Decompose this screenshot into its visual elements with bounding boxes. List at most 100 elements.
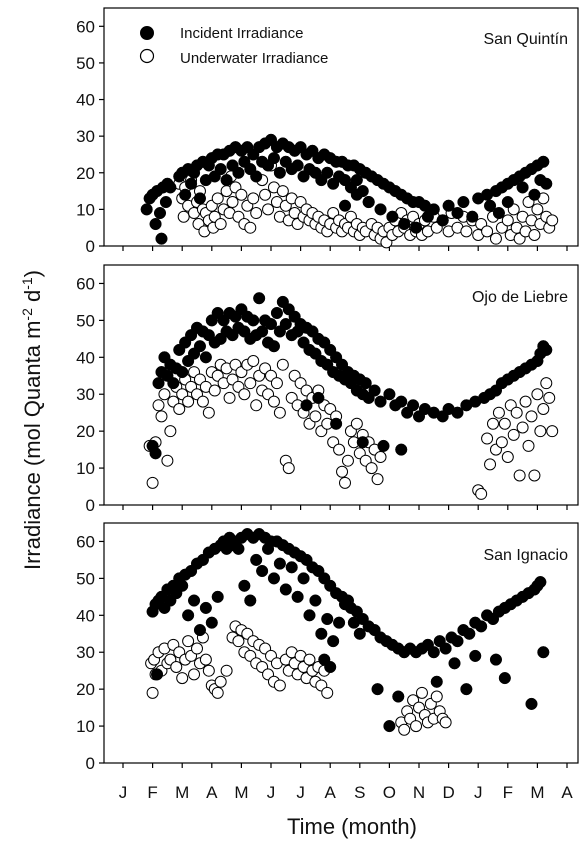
incident-point: [256, 325, 269, 338]
underwater-point: [182, 635, 195, 648]
incident-point: [371, 683, 384, 696]
incident-point: [285, 561, 298, 574]
incident-point: [528, 188, 541, 201]
incident-point: [199, 601, 212, 614]
underwater-point: [430, 690, 443, 703]
incident-point: [430, 675, 443, 688]
incident-point: [167, 377, 180, 390]
incident-point: [451, 406, 464, 419]
y-tick-label: 0: [86, 754, 95, 773]
incident-point: [250, 553, 263, 566]
incident-point: [377, 439, 390, 452]
underwater-point: [507, 428, 520, 441]
incident-point: [256, 564, 269, 578]
incident-point: [407, 399, 420, 412]
incident-point: [463, 627, 476, 640]
incident-point: [270, 306, 283, 320]
underwater-point: [161, 454, 174, 467]
incident-point: [312, 391, 325, 404]
underwater-point: [202, 406, 215, 419]
underwater-point: [531, 388, 544, 401]
incident-point: [149, 447, 162, 460]
underwater-point: [492, 406, 505, 419]
incident-point: [152, 377, 165, 390]
underwater-point: [273, 406, 286, 419]
underwater-point: [173, 403, 186, 415]
incident-point: [267, 340, 281, 353]
panel-1: 0 10 20 30 40 50 60 San Quintín: [76, 7, 579, 256]
underwater-point: [371, 473, 384, 486]
incident-point: [267, 572, 281, 585]
incident-point: [392, 690, 405, 703]
underwater-point: [365, 462, 378, 475]
underwater-point: [273, 679, 286, 692]
incident-point: [492, 206, 505, 220]
incident-point: [501, 196, 514, 209]
underwater-point: [510, 406, 523, 419]
underwater-point: [525, 410, 538, 423]
incident-point: [291, 159, 304, 172]
incident-point: [149, 217, 162, 231]
underwater-point: [270, 377, 283, 390]
incident-point: [193, 624, 207, 637]
incident-point: [264, 318, 278, 331]
incident-point: [214, 163, 227, 176]
incident-point: [395, 443, 408, 456]
y-tick-label: 60: [76, 17, 95, 36]
incident-point: [176, 366, 189, 379]
incident-point: [374, 395, 387, 408]
incident-point: [398, 217, 411, 231]
y-tick-label: 10: [76, 717, 95, 736]
underwater-point: [247, 355, 260, 367]
incident-point: [359, 377, 372, 390]
underwater-point: [191, 642, 203, 655]
underwater-point: [516, 421, 529, 434]
underwater-point: [534, 425, 547, 438]
incident-point: [537, 155, 550, 168]
incident-point: [540, 343, 553, 356]
incident-point: [155, 232, 168, 245]
incident-point: [466, 210, 479, 223]
underwater-point: [519, 395, 532, 408]
incident-point: [232, 166, 245, 179]
underwater-point: [543, 391, 556, 404]
underwater-point: [244, 377, 257, 390]
underwater-point: [460, 225, 473, 238]
underwater-point: [513, 469, 526, 482]
incident-point: [187, 594, 201, 607]
incident-point: [176, 579, 189, 592]
legend-incident-label: Incident Irradiance: [180, 25, 303, 42]
underwater-point: [182, 395, 195, 408]
incident-point: [321, 166, 334, 179]
incident-point: [321, 612, 334, 626]
underwater-point: [214, 218, 227, 231]
y-tick-label: 30: [76, 127, 95, 146]
incident-point: [498, 672, 511, 685]
incident-point: [395, 395, 408, 408]
underwater-point: [202, 664, 215, 677]
underwater-point: [410, 720, 423, 733]
underwater-point: [250, 207, 263, 220]
underwater-point: [282, 462, 295, 475]
x-tick-label: N: [413, 783, 425, 802]
incident-point: [451, 635, 464, 648]
panel-2: 0 10 20 30 40 50 60 Ojo de Liebre: [76, 264, 579, 515]
y-tick-label: 0: [86, 237, 95, 256]
underwater-point: [398, 723, 411, 736]
underwater-point: [540, 377, 553, 390]
y-tick-label: 60: [76, 274, 95, 293]
underwater-point: [487, 417, 499, 430]
panel-title: San Quintín: [484, 31, 569, 48]
incident-point: [457, 196, 470, 209]
incident-point: [386, 210, 399, 223]
underwater-point: [501, 214, 514, 227]
incident-point: [368, 384, 381, 397]
underwater-point: [276, 358, 289, 371]
x-tick-label: F: [147, 783, 157, 802]
y-tick-label: 0: [86, 496, 95, 515]
underwater-point: [339, 476, 351, 489]
incident-point: [244, 594, 257, 607]
incident-point: [250, 170, 263, 183]
incident-point: [205, 616, 218, 629]
panel-frame: [103, 264, 579, 506]
